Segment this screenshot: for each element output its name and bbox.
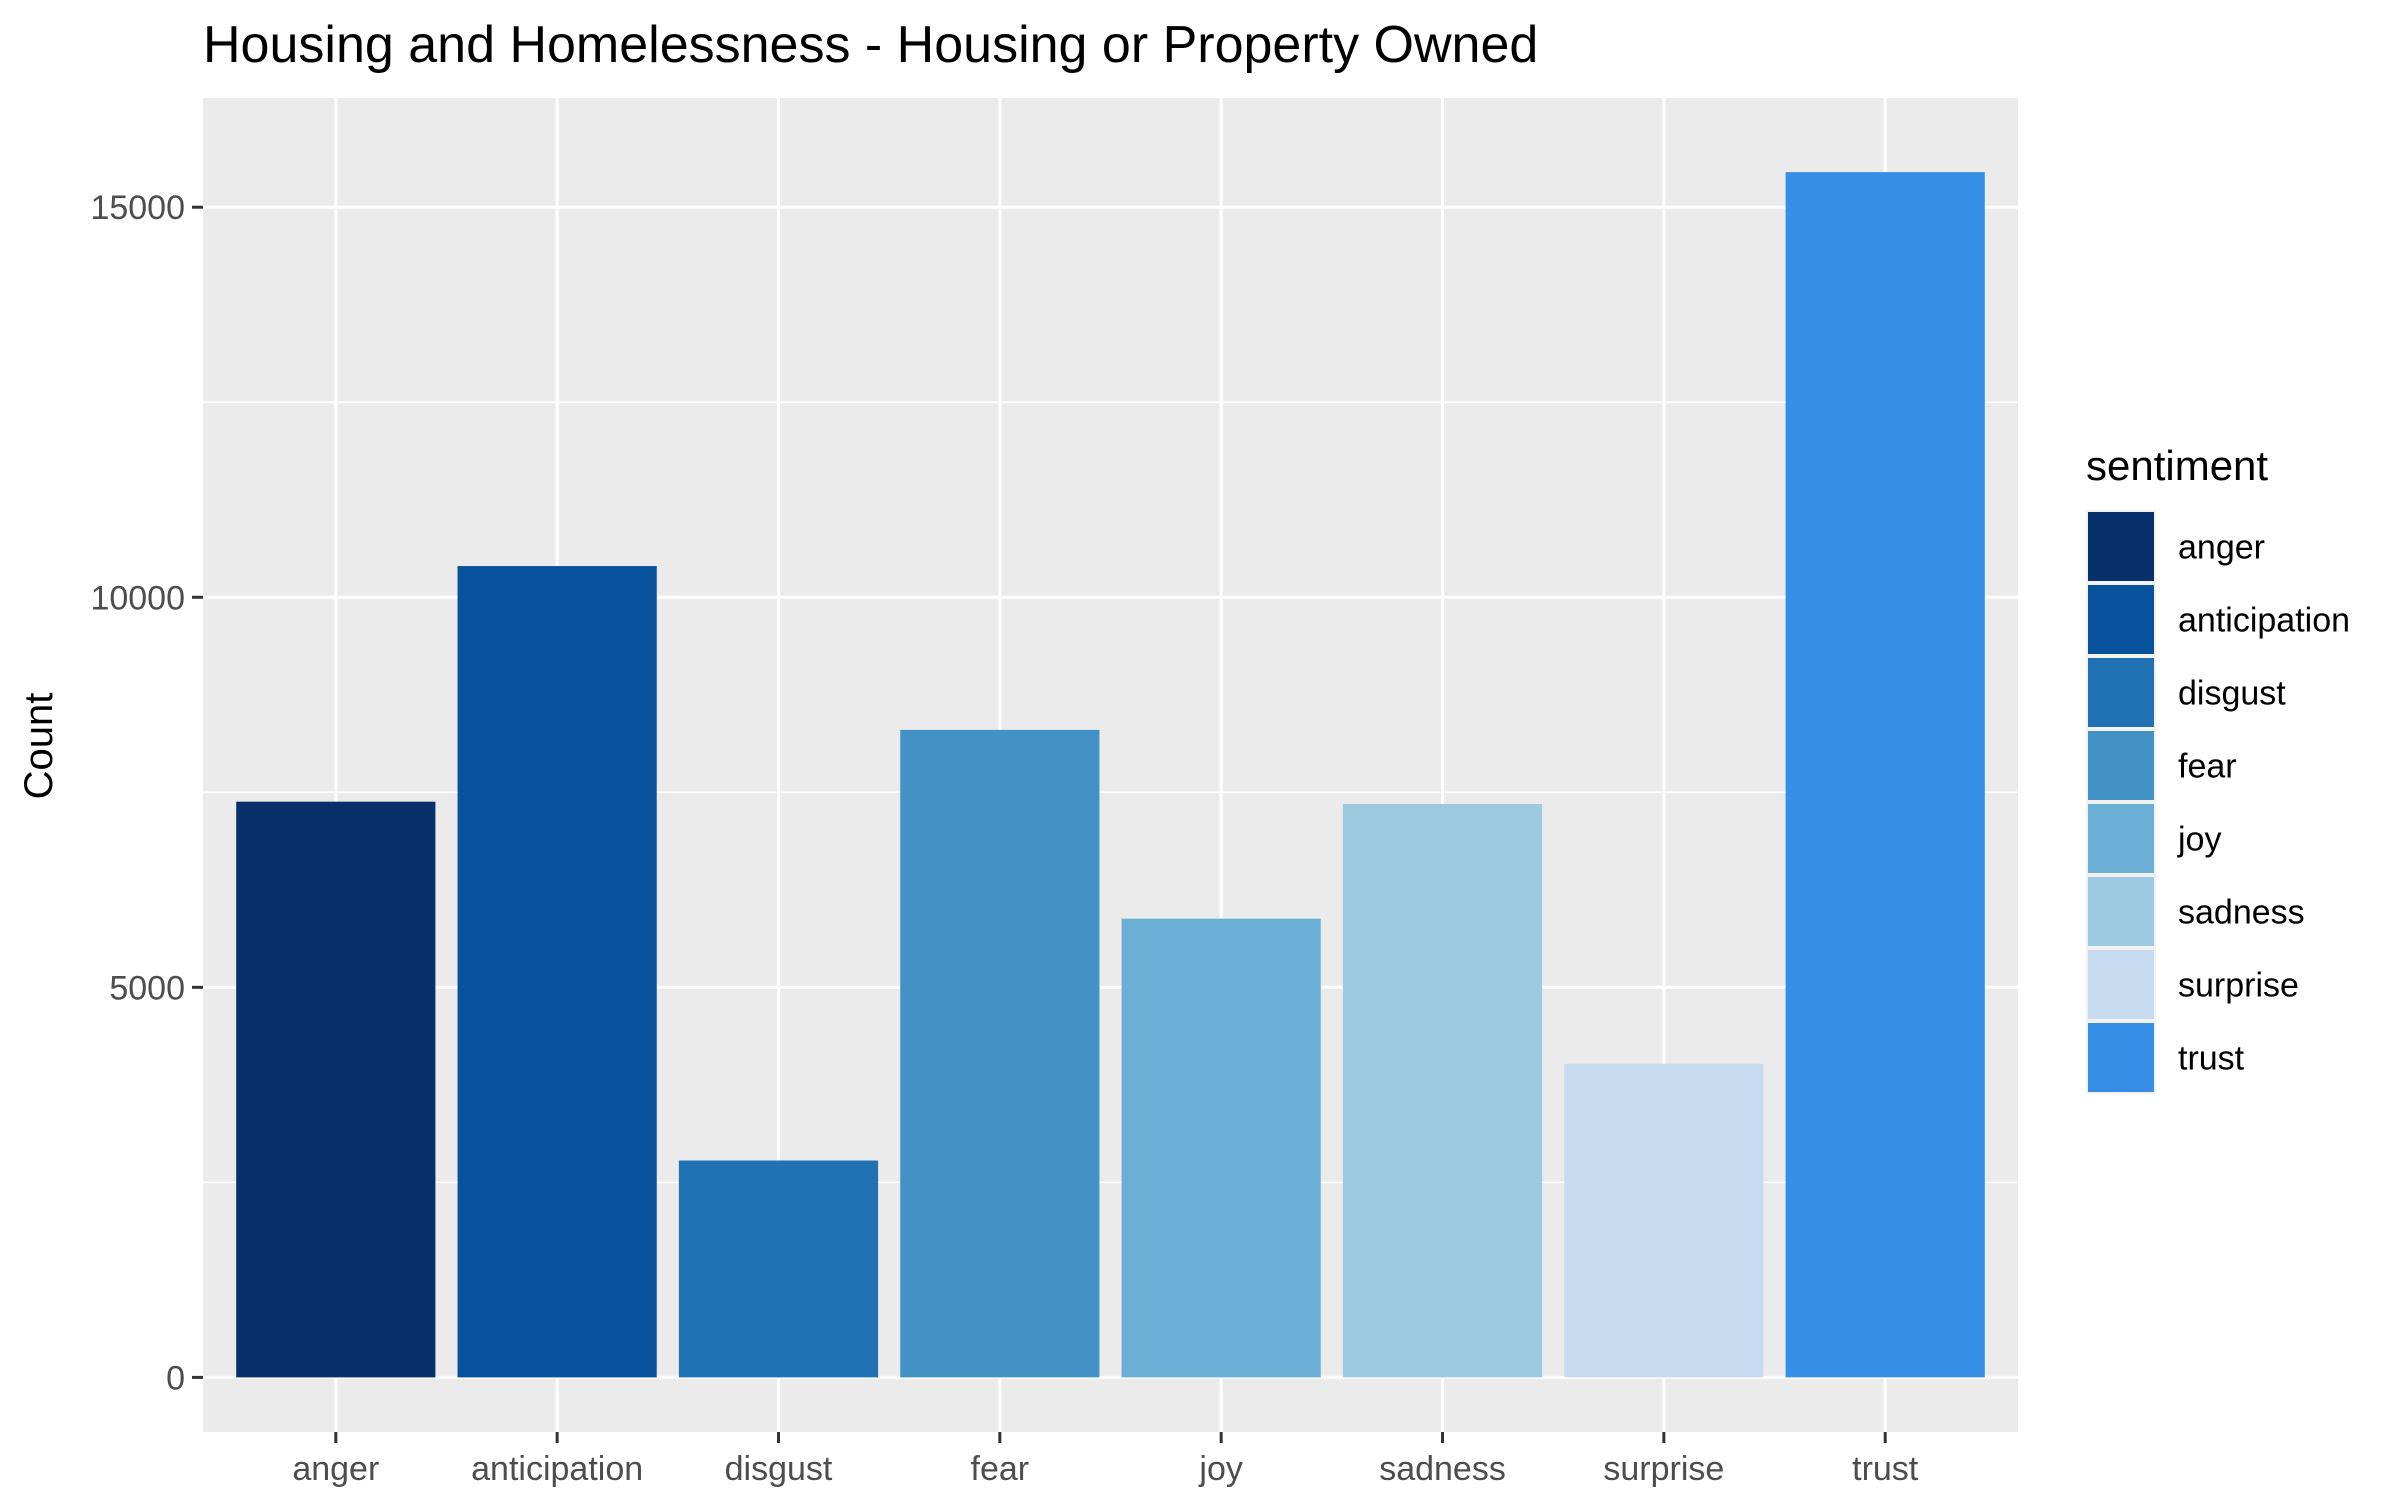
legend-swatch-joy: [2088, 804, 2154, 873]
bars: [236, 172, 1985, 1378]
legend-label-fear: fear: [2178, 748, 2237, 786]
x-tick-label-fear: fear: [971, 1450, 1030, 1488]
legend-label-joy: joy: [2177, 821, 2221, 859]
bar-anger: [236, 801, 436, 1378]
legend-label-sadness: sadness: [2178, 894, 2305, 932]
legend-label-disgust: disgust: [2178, 675, 2286, 713]
legend-label-anger: anger: [2178, 529, 2265, 567]
y-tick-label: 10000: [90, 579, 185, 617]
y-tick-label: 0: [166, 1359, 185, 1397]
legend: anger anticipation disgust fear joy sadness su…: [2086, 510, 2350, 1094]
x-tick-label-surprise: surprise: [1603, 1450, 1724, 1488]
legend-label-surprise: surprise: [2178, 967, 2299, 1005]
y-axis: 0 5000 10000 15000: [90, 189, 203, 1397]
legend-swatch-fear: [2088, 731, 2154, 800]
legend-swatch-anger: [2088, 512, 2154, 581]
x-tick-label-disgust: disgust: [725, 1450, 833, 1488]
x-tick-label-joy: joy: [1198, 1450, 1242, 1488]
x-tick-label-anticipation: anticipation: [471, 1450, 643, 1488]
bar-joy: [1121, 918, 1321, 1378]
x-axis: anger anticipation disgust fear joy sadness su…: [292, 1432, 1919, 1488]
bar-sadness: [1342, 804, 1543, 1378]
legend-swatch-surprise: [2088, 950, 2154, 1019]
y-axis-label: Count: [17, 693, 61, 800]
x-tick-label-anger: anger: [292, 1450, 379, 1488]
legend-label-trust: trust: [2178, 1040, 2245, 1078]
legend-swatch-disgust: [2088, 658, 2154, 727]
y-tick-label: 5000: [109, 969, 185, 1007]
bar-fear: [900, 729, 1100, 1378]
legend-swatch-anticipation: [2088, 585, 2154, 654]
legend-swatch-sadness: [2088, 877, 2154, 946]
bar-trust: [1785, 172, 1985, 1378]
bar-surprise: [1564, 1063, 1764, 1378]
legend-swatch-trust: [2088, 1023, 2154, 1092]
legend-title: sentiment: [2086, 442, 2268, 489]
bar-disgust: [678, 1160, 879, 1378]
y-tick-label: 15000: [90, 189, 185, 227]
bar-anticipation: [457, 566, 657, 1378]
chart-title: Housing and Homelessness - Housing or Pr…: [203, 16, 1538, 74]
x-tick-label-sadness: sadness: [1379, 1450, 1506, 1488]
x-tick-label-trust: trust: [1852, 1450, 1919, 1488]
legend-label-anticipation: anticipation: [2178, 602, 2350, 640]
